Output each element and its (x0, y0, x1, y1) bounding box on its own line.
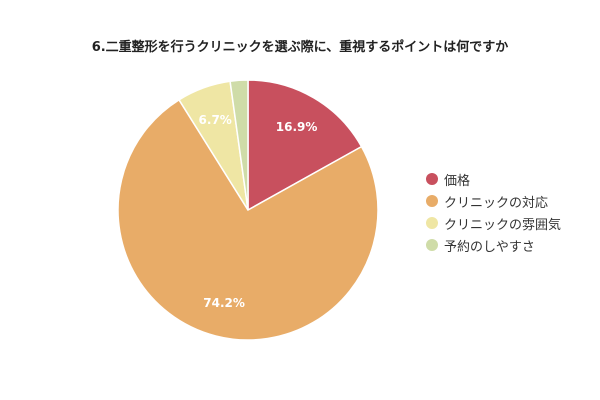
legend-label-clinic-response: クリニックの対応 (444, 195, 549, 211)
legend-item-booking-ease[interactable]: 予約のしやすさ (426, 234, 561, 256)
data-label-clinic-atmosphere: 6.7% (199, 113, 232, 127)
legend-item-price[interactable]: 価格 (426, 168, 561, 190)
legend-swatch-clinic-response (426, 195, 438, 207)
legend-item-clinic-response[interactable]: クリニックの対応 (426, 190, 561, 212)
legend-label-booking-ease: 予約のしやすさ (444, 239, 535, 255)
legend-label-clinic-atmosphere: クリニックの雰囲気 (444, 217, 562, 233)
pie-slice-booking-ease[interactable] (229, 79, 249, 211)
chart-title: 6.二重整形を行うクリニックを選ぶ際に、重視するポイントは何ですか (91, 40, 509, 55)
legend-swatch-clinic-atmosphere (426, 217, 438, 229)
legend-item-clinic-atmosphere[interactable]: クリニックの雰囲気 (426, 212, 561, 234)
pie-slice-price[interactable] (247, 79, 363, 212)
pie-slice-clinic-response[interactable] (117, 98, 379, 341)
legend-swatch-price (426, 173, 438, 185)
data-label-price: 16.9% (276, 120, 318, 134)
chart-legend: 価格 クリニックの対応 クリニックの雰囲気 予約のしやすさ (426, 168, 561, 256)
legend-swatch-booking-ease (426, 239, 438, 251)
legend-label-price: 価格 (444, 173, 471, 189)
data-label-clinic-response: 74.2% (203, 296, 245, 310)
